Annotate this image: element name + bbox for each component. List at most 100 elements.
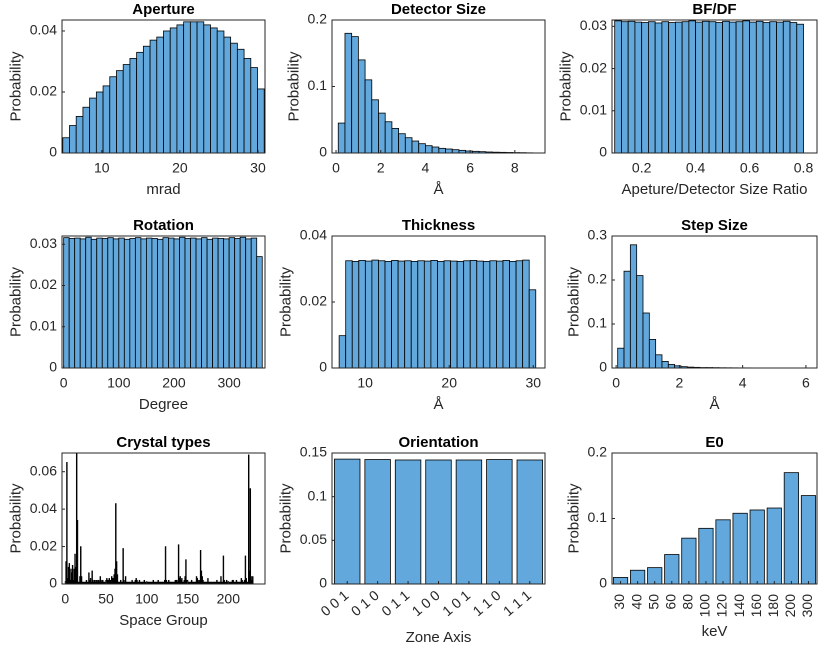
bar	[149, 39, 158, 154]
x-tick-label: 0.2	[632, 160, 652, 176]
bar	[438, 147, 446, 154]
y-tick-label: 0.3	[588, 227, 608, 243]
bar	[236, 48, 245, 154]
bar	[116, 70, 124, 154]
bar	[164, 546, 167, 585]
bar	[223, 36, 232, 154]
bar	[157, 238, 164, 369]
bar	[681, 537, 697, 585]
bar	[145, 237, 153, 369]
x-tick-label: 0.4	[686, 160, 706, 176]
bar	[698, 527, 714, 585]
x-tick-label: 0 1 1	[378, 587, 412, 619]
panel: 0 0.02 0.04 10 20 30 Aperture Probability mrad	[8, 1, 266, 198]
bar	[63, 237, 70, 369]
bar	[217, 238, 225, 369]
panel: 0 0.02 0.04 10 20 30 Thickness Probability Å	[278, 217, 546, 413]
x-tick-label: 20	[172, 160, 188, 176]
x-axis-label: Space Group	[119, 612, 207, 629]
y-tick-label: 0.05	[300, 531, 327, 547]
bar	[123, 238, 131, 369]
y-tick-label: 0.01	[580, 101, 607, 117]
bar	[430, 260, 438, 369]
bar	[418, 143, 426, 154]
x-tick-label: 1 0 1	[439, 587, 473, 619]
x-tick-label: 1 1 1	[500, 587, 534, 619]
bar	[136, 51, 144, 154]
y-tick-label: 0.02	[300, 293, 327, 309]
bar	[195, 238, 202, 369]
x-tick-label: 0.6	[740, 160, 760, 176]
y-tick-label: 0	[599, 575, 607, 591]
y-tick-label: 0.2	[308, 11, 328, 27]
bar	[101, 238, 109, 369]
bar	[156, 36, 164, 154]
bar	[102, 85, 111, 154]
bar	[334, 458, 361, 585]
bar	[364, 79, 373, 154]
x-tick-label: 0	[60, 375, 68, 391]
bar	[636, 275, 644, 369]
x-axis-label: Å	[709, 396, 719, 413]
bar	[463, 260, 471, 369]
bar	[118, 237, 125, 369]
y-tick-label: 0.2	[588, 271, 608, 287]
x-tick-label: 0	[332, 160, 340, 176]
bar	[423, 260, 432, 369]
bar	[425, 145, 433, 154]
x-tick-label: 300	[217, 375, 241, 391]
bar	[223, 238, 230, 369]
chart-title: Orientation	[398, 434, 478, 451]
bar	[96, 237, 103, 369]
bar	[394, 459, 422, 585]
y-tick-label: 0.01	[30, 317, 57, 333]
x-tick-label: 6	[466, 160, 474, 176]
bar	[648, 338, 657, 369]
bar	[196, 21, 205, 154]
bar	[82, 106, 91, 154]
bar	[732, 512, 748, 585]
bar	[629, 244, 638, 369]
bar	[661, 360, 669, 369]
bar	[140, 238, 147, 369]
panel: 0 0 10 1 00 1 11 0 01 0 11 1 01 1 1 0 0.05…	[278, 434, 546, 646]
y-tick-label: 0	[599, 144, 607, 160]
bar	[345, 260, 353, 369]
y-tick-label: 0.03	[580, 17, 607, 33]
x-tick-label: 2	[675, 375, 683, 391]
bar	[75, 115, 84, 154]
y-axis-label: Probability	[8, 483, 25, 554]
bar	[351, 36, 359, 154]
bar	[252, 576, 254, 585]
bar	[634, 21, 643, 154]
bar	[129, 238, 136, 369]
bar	[371, 99, 379, 154]
bar	[179, 236, 186, 369]
x-tick-label: 140	[731, 594, 747, 618]
y-axis-label: Probability	[278, 266, 295, 337]
bar	[134, 237, 142, 369]
bar	[74, 237, 81, 369]
bar	[201, 237, 208, 369]
bar	[190, 237, 197, 369]
y-tick-label: 0	[319, 359, 327, 375]
y-axis-label: Probability	[558, 51, 575, 122]
y-tick-label: 0.15	[300, 444, 327, 460]
y-axis-label: Probability	[8, 51, 25, 122]
y-tick-label: 0	[319, 575, 327, 591]
panel: 30 40 50 60 80 100 120 140 160 180 200 300 0 0.1 0.2 E0…	[566, 434, 818, 640]
bar	[79, 238, 87, 369]
y-tick-label: 0.1	[308, 77, 328, 93]
x-tick-label: 0	[612, 375, 620, 391]
bar	[749, 509, 765, 585]
bar	[351, 261, 360, 369]
axes-box	[611, 19, 818, 154]
bar	[109, 76, 117, 154]
bar	[183, 21, 191, 154]
x-tick-label: 1 1 0	[470, 587, 504, 619]
bars	[614, 20, 804, 154]
bar	[95, 91, 104, 154]
bar	[642, 312, 650, 369]
x-axis-label: Å	[433, 396, 443, 413]
